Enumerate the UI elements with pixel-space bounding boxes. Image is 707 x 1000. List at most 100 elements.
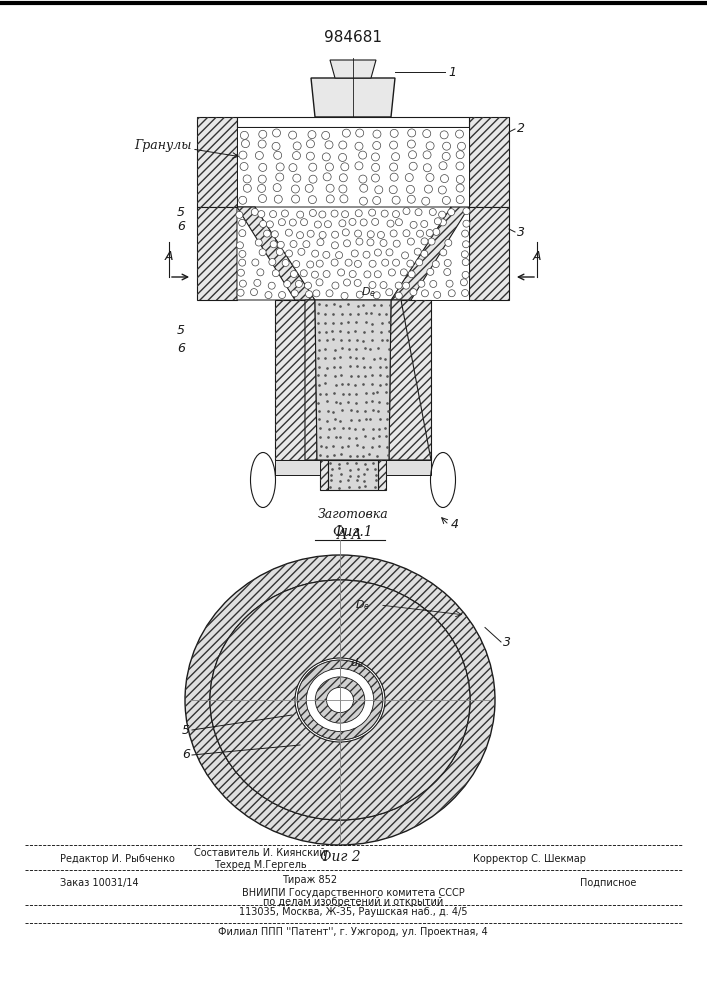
- Polygon shape: [237, 117, 469, 127]
- Polygon shape: [320, 460, 328, 490]
- Circle shape: [270, 241, 277, 248]
- Text: ВНИИПИ Государственного комитета СССР: ВНИИПИ Государственного комитета СССР: [242, 888, 464, 898]
- Text: 3: 3: [503, 636, 511, 648]
- Circle shape: [463, 220, 470, 227]
- Text: $d_e$: $d_e$: [350, 656, 363, 670]
- Circle shape: [424, 185, 433, 193]
- Circle shape: [307, 140, 315, 148]
- Circle shape: [403, 208, 410, 215]
- Circle shape: [269, 211, 276, 218]
- Polygon shape: [391, 207, 469, 300]
- Text: по делам изобретений и открытий: по делам изобретений и открытий: [263, 897, 443, 907]
- Circle shape: [371, 153, 380, 161]
- Circle shape: [240, 131, 248, 139]
- Text: Филиал ППП ''Патент'', г. Ужгород, ул. Проектная, 4: Филиал ППП ''Патент'', г. Ужгород, ул. П…: [218, 927, 488, 937]
- Circle shape: [426, 230, 433, 237]
- Polygon shape: [386, 460, 431, 475]
- Circle shape: [272, 270, 279, 277]
- Circle shape: [322, 153, 330, 161]
- Circle shape: [339, 185, 347, 193]
- Circle shape: [439, 162, 447, 170]
- Circle shape: [277, 241, 284, 248]
- Circle shape: [356, 238, 363, 245]
- Text: 6: 6: [177, 342, 185, 355]
- Circle shape: [439, 219, 446, 226]
- Circle shape: [242, 140, 250, 148]
- Circle shape: [462, 251, 468, 258]
- Circle shape: [305, 184, 313, 192]
- Circle shape: [426, 142, 434, 150]
- Circle shape: [336, 252, 343, 259]
- Circle shape: [267, 221, 274, 228]
- Text: 984681: 984681: [324, 30, 382, 45]
- Circle shape: [281, 210, 288, 217]
- Circle shape: [279, 219, 286, 226]
- Circle shape: [312, 271, 318, 278]
- Circle shape: [338, 269, 344, 276]
- Circle shape: [382, 259, 389, 266]
- Polygon shape: [389, 300, 431, 460]
- Circle shape: [332, 282, 339, 289]
- Circle shape: [455, 130, 464, 138]
- Circle shape: [272, 129, 281, 137]
- Circle shape: [409, 151, 416, 159]
- Circle shape: [432, 261, 439, 268]
- Circle shape: [323, 251, 330, 258]
- Circle shape: [380, 282, 387, 289]
- Circle shape: [408, 271, 415, 278]
- Circle shape: [374, 271, 381, 278]
- Circle shape: [309, 163, 317, 171]
- Circle shape: [239, 230, 246, 237]
- Circle shape: [308, 196, 317, 204]
- Circle shape: [250, 289, 257, 296]
- Circle shape: [239, 259, 246, 266]
- Circle shape: [402, 252, 409, 259]
- Text: Составитель И. Киянский: Составитель И. Киянский: [194, 848, 326, 858]
- Text: 1: 1: [448, 66, 456, 79]
- Circle shape: [410, 289, 417, 296]
- Circle shape: [243, 184, 251, 192]
- Text: $D_e$: $D_e$: [361, 285, 376, 299]
- Circle shape: [323, 173, 331, 181]
- Circle shape: [300, 270, 308, 277]
- Circle shape: [265, 292, 272, 299]
- Text: 4: 4: [451, 518, 459, 532]
- Circle shape: [240, 280, 246, 287]
- Circle shape: [443, 196, 450, 204]
- Circle shape: [408, 129, 416, 137]
- Circle shape: [286, 250, 293, 257]
- Text: Фиг 2: Фиг 2: [320, 850, 361, 864]
- Circle shape: [325, 221, 332, 228]
- Text: А-А: А-А: [337, 528, 363, 542]
- Circle shape: [326, 195, 334, 203]
- Polygon shape: [315, 300, 391, 460]
- Circle shape: [390, 186, 397, 194]
- Circle shape: [409, 162, 417, 170]
- Circle shape: [356, 129, 363, 137]
- Circle shape: [236, 242, 243, 249]
- Circle shape: [433, 228, 440, 235]
- Polygon shape: [469, 207, 509, 300]
- Circle shape: [315, 221, 322, 228]
- Circle shape: [293, 174, 300, 182]
- Circle shape: [372, 218, 379, 225]
- Text: А: А: [533, 250, 542, 263]
- Circle shape: [341, 163, 349, 171]
- Circle shape: [252, 259, 259, 266]
- Text: Корректор С. Шекмар: Корректор С. Шекмар: [474, 854, 587, 864]
- Circle shape: [456, 151, 464, 159]
- Circle shape: [395, 219, 402, 226]
- Circle shape: [444, 259, 451, 266]
- Circle shape: [297, 211, 304, 218]
- Circle shape: [237, 289, 244, 296]
- Circle shape: [407, 140, 416, 148]
- Polygon shape: [305, 300, 317, 460]
- Circle shape: [238, 269, 245, 276]
- Circle shape: [442, 152, 450, 160]
- Circle shape: [291, 195, 300, 203]
- Circle shape: [456, 162, 464, 170]
- Circle shape: [463, 208, 470, 215]
- Circle shape: [323, 271, 330, 278]
- Circle shape: [368, 209, 375, 216]
- Ellipse shape: [210, 580, 470, 820]
